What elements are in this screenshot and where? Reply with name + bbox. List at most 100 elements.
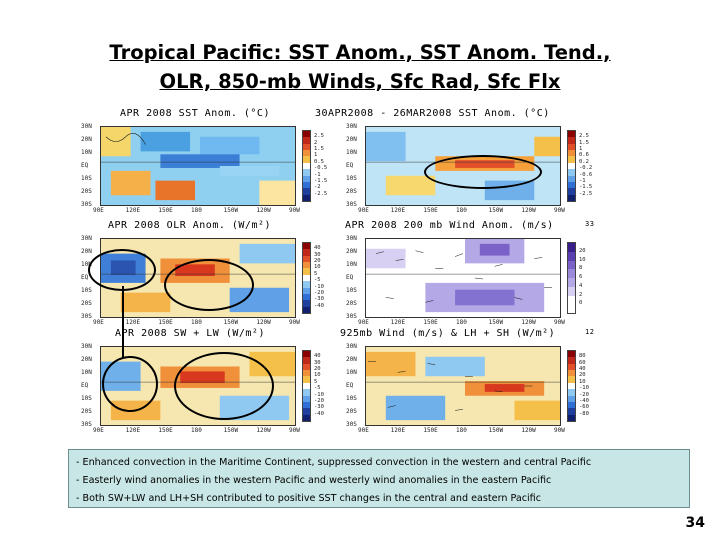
colorbar-label: -40 <box>314 410 324 417</box>
colorbar-segment <box>303 357 310 364</box>
lat-label: 20S <box>81 408 92 415</box>
lon-label: 120E <box>390 319 406 326</box>
colorbar-segment <box>303 131 310 138</box>
colorbar-label: -1 <box>579 177 586 184</box>
notes-box: - Enhanced convection in the Maritime Co… <box>68 449 690 508</box>
colorbar-labels: 40 30 20 10 5 -5 -10 -20 -30 -40 <box>314 350 334 422</box>
lon-label: 120E <box>125 207 141 214</box>
lon-label: 150E <box>158 207 173 214</box>
lat-labels: 30N 20N 10N EQ 10S 20S 30S <box>81 235 101 320</box>
lon-label: 120W <box>521 207 536 214</box>
circle-swlw-maritime-continent <box>102 356 158 412</box>
colorbar-label: 0 <box>579 300 583 307</box>
lon-label: 150E <box>158 319 173 326</box>
colorbar-label: 0.2 <box>579 158 589 165</box>
colorbar-label: 10 <box>314 264 321 271</box>
lon-label: 120W <box>256 319 271 326</box>
colorbar-segment <box>568 382 575 390</box>
lon-labels: 90E 120E 150E 180 150W 120W 90W <box>358 427 565 435</box>
colorbar-label: 5 <box>314 270 318 277</box>
lon-label: 120E <box>390 207 406 214</box>
lon-label: 180 <box>191 427 202 434</box>
colorbar-segment <box>568 269 575 278</box>
colorbar-labels: 2.5 1.5 1 0.6 0.2 -0.2 -0.6 -1 -1.5 -2.5 <box>579 130 599 202</box>
colorbar-label: -30 <box>314 296 324 303</box>
colorbar-label: 2 <box>579 291 583 298</box>
lat-label: 30S <box>81 421 92 428</box>
lat-label: 10S <box>81 175 92 182</box>
colorbar-segment <box>568 181 575 189</box>
colorbar-segment <box>568 162 575 170</box>
lat-label: EQ <box>346 162 354 169</box>
colorbar-segment <box>303 243 310 250</box>
lon-label: 90W <box>554 207 565 214</box>
colorbar <box>567 350 576 422</box>
panel-title: APR 2008 SST Anom. (°C) <box>120 108 270 119</box>
colorbar-label: 30 <box>314 359 321 366</box>
colorbar-label: 0.6 <box>579 152 589 159</box>
colorbar-labels: 80 60 40 20 10 -10 -20 -40 -60 -80 <box>579 350 599 422</box>
colorbar-label: 5 <box>314 378 318 385</box>
lon-label: 150E <box>158 427 173 434</box>
colorbar-segment <box>568 351 575 358</box>
colorbar-label: -2 <box>314 184 321 191</box>
colorbar-segment <box>303 389 310 396</box>
panel-title: APR 2008 OLR Anom. (W/m²) <box>108 220 272 231</box>
colorbar <box>567 242 576 314</box>
colorbar-label: 1 <box>579 146 583 153</box>
connector-arrow <box>122 286 124 358</box>
colorbar-label: 20 <box>314 258 321 265</box>
colorbar <box>302 350 311 422</box>
colorbar-label: -0.6 <box>579 171 593 178</box>
title-line-1: Tropical Pacific: SST Anom., SST Anom. T… <box>109 41 611 64</box>
colorbar-label: -60 <box>579 404 589 411</box>
colorbar-segment <box>568 414 575 421</box>
panel-wind200: APR 2008 200 mb Wind Anom. (m/s) 33 30N 2… <box>345 216 600 326</box>
colorbar-segment <box>568 304 575 313</box>
colorbar-segment <box>568 243 575 252</box>
colorbar-label: -80 <box>579 410 589 417</box>
colorbar-label: 1.5 <box>314 146 324 153</box>
map-wind200 <box>365 238 561 318</box>
colorbar-segment <box>568 395 575 402</box>
lon-labels: 90E 120E 150E 180 150W 120W 90W <box>93 207 300 215</box>
colorbar-label: -2.5 <box>314 190 328 197</box>
colorbar-label: 20 <box>579 372 586 379</box>
lon-label: 90W <box>554 319 565 326</box>
lon-label: 150E <box>423 207 438 214</box>
colorbar-labels: 20 10 8 6 4 2 0 <box>579 242 599 314</box>
panel-title: 925mb Wind (m/s) & LH + SH (W/m²) <box>340 328 556 339</box>
lat-label: EQ <box>81 274 89 281</box>
lat-label: 10N <box>81 149 92 156</box>
lat-label: 20S <box>346 188 357 195</box>
lon-label: 90E <box>358 427 369 434</box>
lat-label: 30N <box>346 123 357 130</box>
lat-label: EQ <box>346 274 354 281</box>
lon-labels: 90E 120E 150E 180 150W 120W 90W <box>93 319 300 327</box>
colorbar-segment <box>303 194 310 201</box>
colorbar-segment <box>303 287 310 294</box>
colorbar-segment <box>568 295 575 305</box>
lat-label: 30N <box>81 343 92 350</box>
lon-label: 120E <box>390 427 406 434</box>
colorbar-label: 8 <box>579 265 583 272</box>
colorbar <box>567 130 576 202</box>
lon-label: 120E <box>125 427 141 434</box>
colorbar-segment <box>303 156 310 163</box>
lat-label: 10S <box>81 395 92 402</box>
circle-olr-maritime-continent <box>88 249 156 291</box>
colorbar-segment <box>303 150 310 157</box>
lat-labels: 30N 20N 10N EQ 10S 20S 30S <box>346 235 366 320</box>
colorbar-segment <box>303 408 310 415</box>
map-sst-anom <box>100 126 296 206</box>
lon-label: 120W <box>521 319 536 326</box>
lat-label: 20N <box>346 356 357 363</box>
lat-label: 30S <box>81 201 92 208</box>
colorbar-label: 40 <box>314 353 321 360</box>
lon-label: 180 <box>456 427 467 434</box>
colorbar-label: 2 <box>314 139 318 146</box>
colorbar-segment <box>568 401 575 409</box>
lat-label: 30S <box>346 201 357 208</box>
colorbar-segment <box>303 274 310 282</box>
colorbar-label: 2.5 <box>579 133 589 140</box>
